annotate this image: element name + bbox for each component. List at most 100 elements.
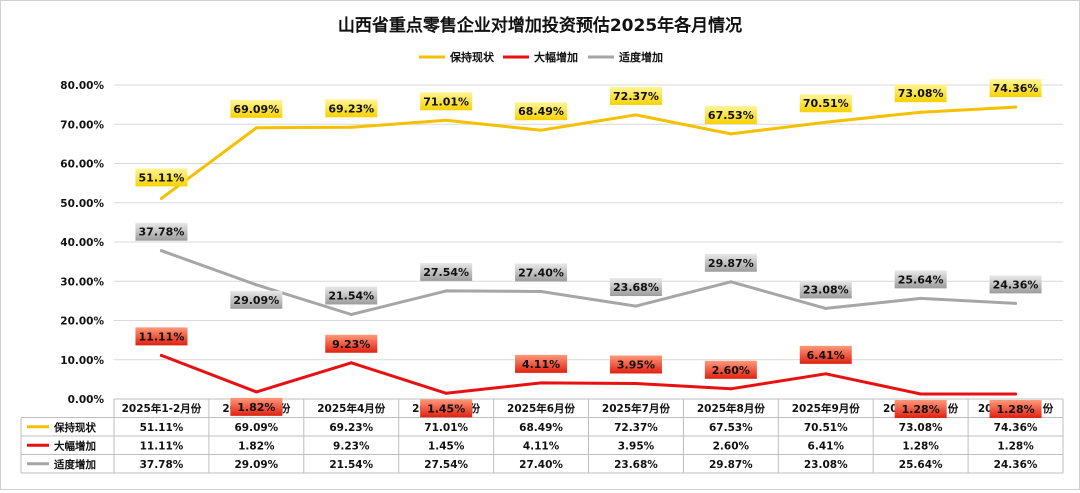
table-cell: 23.68%	[614, 459, 658, 471]
data-label: 29.87%	[708, 257, 754, 270]
data-label: 1.28%	[996, 403, 1034, 416]
data-point	[349, 361, 353, 365]
y-tick-label: 70.00%	[60, 119, 104, 131]
data-point	[539, 289, 543, 293]
data-label: 23.68%	[613, 281, 659, 294]
data-label-box	[325, 334, 378, 353]
data-label: 27.40%	[518, 266, 564, 279]
data-label-box	[420, 262, 473, 281]
data-label: 11.11%	[139, 330, 185, 343]
data-label: 1.28%	[902, 403, 940, 416]
table-cell: 67.53%	[709, 422, 753, 434]
data-label-box	[894, 270, 947, 289]
table-cell: 1.28%	[997, 440, 1034, 452]
data-point	[1014, 392, 1018, 396]
data-label-box	[325, 99, 378, 118]
series-line-2	[159, 353, 1018, 396]
legend-label: 保持现状	[449, 50, 495, 64]
data-labels: 51.11% 69.09% 69.23% 71.01% 68.49% 72.37% 67.5…	[135, 79, 1042, 418]
data-label-box	[609, 355, 662, 374]
data-label-box	[704, 360, 757, 379]
data-label: 37.78%	[139, 226, 185, 239]
y-tick-label: 50.00%	[60, 198, 104, 210]
data-label: 69.09%	[233, 103, 279, 116]
data-label-box	[704, 105, 757, 124]
data-label: 73.08%	[898, 87, 944, 100]
data-table: 2025年1-2月份2025年3月份2025年4月份2025年5月份2025年6…	[20, 398, 1064, 474]
data-label-box	[230, 99, 283, 118]
data-label-box	[420, 92, 473, 111]
data-label-box	[609, 278, 662, 297]
y-tick-label: 80.00%	[60, 80, 104, 92]
series-line-1	[159, 105, 1018, 200]
data-label: 29.09%	[233, 294, 279, 307]
table-cell: 11.11%	[140, 440, 184, 452]
data-label-box	[609, 86, 662, 105]
data-label-box	[230, 290, 283, 309]
data-label-box	[230, 397, 283, 416]
data-label: 1.82%	[237, 401, 275, 414]
table-cell: 51.11%	[140, 422, 184, 434]
data-point	[919, 110, 923, 114]
legend-label: 大幅增加	[534, 50, 578, 64]
table-cell: 72.37%	[614, 422, 658, 434]
data-label-box	[515, 102, 568, 121]
x-tick-label: 2025年6月份	[507, 402, 576, 415]
table-cell: 69.23%	[329, 422, 373, 434]
table-cell: 27.40%	[519, 459, 563, 471]
data-label: 6.41%	[807, 349, 845, 362]
table-cell: 2.60%	[713, 440, 750, 452]
table-cell: 71.01%	[424, 422, 468, 434]
data-point	[634, 381, 638, 385]
table-cell: 3.95%	[618, 440, 655, 452]
table-cell: 29.09%	[234, 459, 278, 471]
data-label: 72.37%	[613, 90, 659, 103]
data-point	[254, 126, 258, 130]
data-point	[919, 392, 923, 396]
data-label-box	[799, 280, 852, 299]
data-point	[1014, 105, 1018, 109]
table-series-name: 保持现状	[53, 421, 96, 434]
data-label-box	[325, 286, 378, 305]
data-label-box	[989, 399, 1042, 418]
data-label-box	[135, 327, 188, 346]
data-label: 25.64%	[898, 273, 944, 286]
table-cell: 70.51%	[804, 422, 848, 434]
data-point	[729, 132, 733, 136]
y-tick-label: 20.00%	[60, 316, 104, 328]
table-cell: 9.23%	[333, 440, 370, 452]
table-cell: 23.08%	[804, 459, 848, 471]
data-label: 69.23%	[328, 102, 374, 115]
data-label-box	[989, 275, 1042, 294]
data-label: 74.36%	[993, 82, 1039, 95]
legend: 保持现状 大幅增加 适度增加	[419, 50, 663, 64]
data-point	[634, 304, 638, 308]
data-label: 2.60%	[712, 364, 750, 377]
chart-title: 山西省重点零售企业对增加投资预估2025年各月情况	[338, 15, 742, 36]
table-cell: 1.28%	[902, 440, 939, 452]
data-label-box	[135, 222, 188, 241]
table-cell: 24.36%	[994, 459, 1038, 471]
data-point	[444, 391, 448, 395]
data-point	[444, 289, 448, 293]
data-label-box	[704, 253, 757, 272]
table-cell: 68.49%	[519, 422, 563, 434]
x-tick-label: 2025年4月份	[317, 402, 386, 415]
x-tick-label: 2025年9月份	[792, 402, 861, 415]
data-point	[159, 249, 163, 253]
data-point	[159, 353, 163, 357]
series-line-3	[159, 249, 1018, 316]
data-point	[254, 390, 258, 394]
table-cell: 74.36%	[994, 422, 1038, 434]
data-label: 71.01%	[423, 95, 469, 108]
data-label-box	[894, 399, 947, 418]
data-point	[729, 387, 733, 391]
data-point	[824, 306, 828, 310]
data-point	[349, 312, 353, 316]
data-label: 68.49%	[518, 105, 564, 118]
data-label-box	[799, 345, 852, 364]
data-label: 67.53%	[708, 109, 754, 122]
data-label-box	[135, 168, 188, 187]
y-tick-label: 30.00%	[60, 276, 104, 288]
